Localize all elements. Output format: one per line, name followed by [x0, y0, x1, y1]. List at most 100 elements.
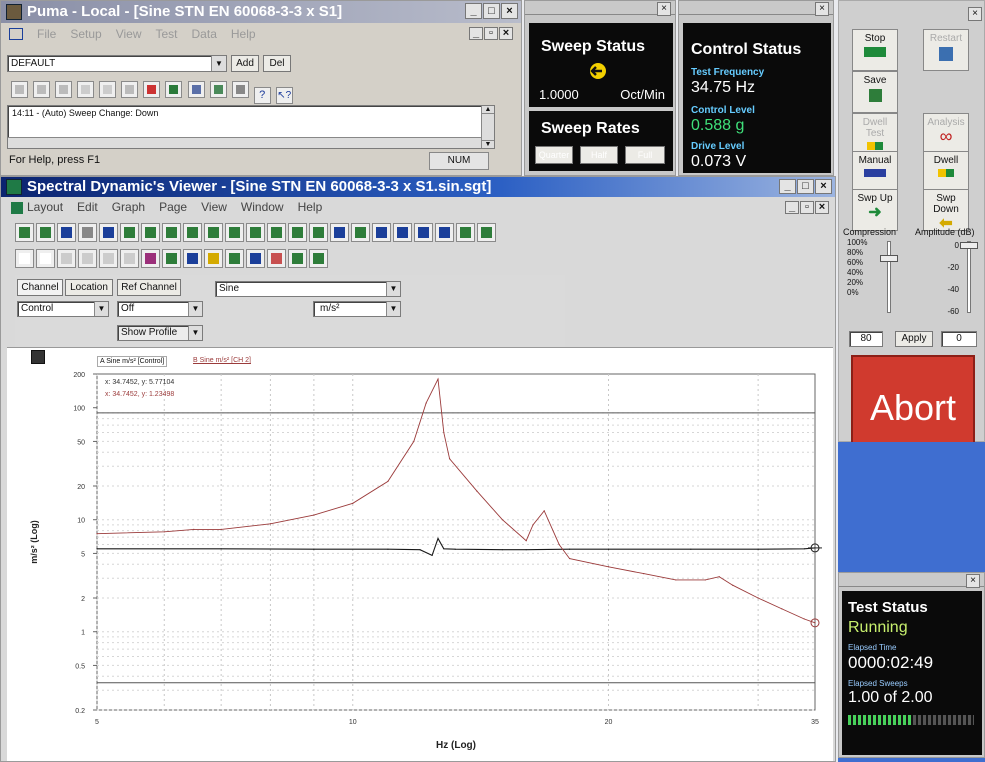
measure-icon[interactable] [351, 223, 370, 242]
restore-button[interactable]: □ [483, 3, 500, 19]
mdi-close-button[interactable]: × [499, 27, 513, 40]
minimize-button[interactable]: _ [465, 3, 482, 19]
legend-series-b[interactable]: B Sine m/s² [CH 2] [193, 357, 251, 364]
pen-icon[interactable] [141, 249, 160, 268]
table-icon[interactable] [209, 81, 227, 98]
layout-icon[interactable] [15, 223, 34, 242]
type-select[interactable]: Sine ▼ [215, 281, 401, 297]
compression-slider[interactable] [879, 241, 899, 313]
log-scrollbar[interactable]: ▲ ▼ [481, 106, 494, 148]
viewer-mdi-minimize[interactable]: _ [785, 201, 799, 214]
graph-icon[interactable] [183, 223, 202, 242]
page-icon[interactable] [36, 249, 55, 268]
pan-icon[interactable] [99, 223, 118, 242]
menu-page[interactable]: Page [159, 200, 188, 214]
chart-icon[interactable] [165, 81, 183, 98]
chevron-down-icon[interactable]: ▼ [188, 302, 202, 316]
add-button[interactable]: Add [231, 55, 259, 72]
sweep-half-button[interactable]: Half [580, 146, 618, 164]
grid-icon[interactable] [456, 223, 475, 242]
channel-select[interactable]: Control ▼ [17, 301, 109, 317]
manual-button[interactable]: Manual [852, 151, 898, 193]
paste-icon[interactable] [121, 81, 139, 98]
puma-titlebar[interactable]: Puma - Local - [Sine STN EN 60068-3-3 x … [1, 1, 521, 23]
page-icon[interactable] [36, 223, 55, 242]
side-panel-close-icon[interactable]: × [968, 7, 982, 21]
unit-select[interactable]: m/s² ▼ [313, 301, 401, 317]
close-button[interactable]: × [501, 3, 518, 19]
chevron-down-icon[interactable]: ▼ [94, 302, 108, 316]
sweep-full-button[interactable]: Full [625, 146, 665, 164]
table-icon[interactable] [288, 249, 307, 268]
context-help-icon[interactable]: ↖? [275, 87, 293, 104]
menu-view[interactable]: View [115, 27, 142, 41]
cursor-icon[interactable] [309, 223, 328, 242]
graph-icon[interactable] [225, 223, 244, 242]
chevron-down-icon[interactable]: ▼ [386, 282, 400, 296]
new-icon[interactable] [11, 81, 28, 98]
chevron-down-icon[interactable]: ▼ [386, 302, 400, 316]
legend-series-a[interactable]: A Sine m/s² [Control] [97, 356, 168, 367]
image-icon[interactable] [309, 249, 328, 268]
menu-help-viewer[interactable]: Help [297, 200, 323, 214]
del-button[interactable]: Del [263, 55, 291, 72]
chevron-down-icon[interactable]: ▼ [188, 326, 202, 340]
mdi-minimize-button[interactable]: _ [469, 27, 483, 40]
viewer-mdi-close[interactable]: × [815, 201, 829, 214]
sweep-status-close-icon[interactable]: × [657, 2, 671, 16]
crosshair-icon[interactable] [57, 223, 76, 242]
menu-layout[interactable]: Layout [27, 200, 64, 214]
tile-icon[interactable] [141, 223, 160, 242]
tab-ref-channel[interactable]: Ref Channel [117, 279, 181, 296]
sweep-up-button[interactable]: Swp Up ➜ [852, 189, 898, 231]
arrow-left-icon[interactable] [414, 223, 433, 242]
stop-button[interactable]: Stop [852, 29, 898, 71]
amplitude-slider[interactable] [959, 241, 979, 313]
chart-icon[interactable] [183, 249, 202, 268]
menu-graph[interactable]: Graph [111, 200, 146, 214]
response-plot[interactable]: 200 100 50 20 10 5 2 1 0.5 0.2 5 10 20 35 Hz (Log) m/s²… [7, 348, 833, 762]
blank-page-icon[interactable] [15, 249, 34, 268]
viewer-minimize-button[interactable]: _ [779, 179, 796, 194]
print-icon[interactable] [225, 249, 244, 268]
graph-icon[interactable] [267, 223, 286, 242]
log-hscrollbar[interactable] [8, 137, 481, 148]
control-status-close-icon[interactable]: × [815, 2, 829, 16]
graph-area[interactable]: A Sine m/s² [Control] B Sine m/s² [CH 2]… [7, 347, 833, 761]
dwell-test-button[interactable]: Dwell Test [852, 113, 898, 155]
paste-icon[interactable] [99, 249, 118, 268]
apply-button[interactable]: Apply [895, 331, 933, 347]
rainbow-icon[interactable] [267, 249, 286, 268]
sweep-down-button[interactable]: Swp Down ⬅ [923, 189, 969, 232]
peak-icon[interactable] [372, 223, 391, 242]
compression-slider-thumb[interactable] [880, 255, 898, 262]
export-icon[interactable] [162, 249, 181, 268]
color-icon[interactable] [204, 249, 223, 268]
menu-file[interactable]: File [37, 27, 57, 41]
viewer-mdi-restore[interactable]: ▫ [800, 201, 814, 214]
graph-icon[interactable] [288, 223, 307, 242]
flag-icon[interactable] [246, 249, 265, 268]
amplitude-value-field[interactable]: 0 [941, 331, 977, 347]
save-button[interactable]: Save [852, 71, 898, 113]
cascade-icon[interactable] [162, 223, 181, 242]
paste-icon[interactable] [120, 249, 139, 268]
copy-icon[interactable] [99, 81, 117, 98]
ref-select[interactable]: Off ▼ [117, 301, 203, 317]
tab-channel[interactable]: Channel [17, 279, 63, 296]
marker-icon[interactable] [330, 223, 349, 242]
copy-icon[interactable] [57, 249, 76, 268]
mdi-restore-button[interactable]: ▫ [484, 27, 498, 40]
abort-button[interactable]: Abort [851, 355, 975, 457]
viewer-titlebar[interactable]: Spectral Dynamic's Viewer - [Sine STN EN… [1, 177, 835, 197]
compression-value-field[interactable]: 80 [849, 331, 883, 347]
print-icon[interactable] [231, 81, 249, 98]
show-profile-select[interactable]: Show Profile ▼ [117, 325, 203, 341]
chevron-down-icon[interactable]: ▼ [211, 56, 226, 71]
arrow-right-icon[interactable] [435, 223, 454, 242]
menu-setup[interactable]: Setup [70, 27, 102, 41]
menu-edit[interactable]: Edit [77, 200, 98, 214]
scroll-up-icon[interactable]: ▲ [482, 106, 494, 114]
cut-icon[interactable] [77, 81, 95, 98]
graph-icon[interactable] [246, 223, 265, 242]
